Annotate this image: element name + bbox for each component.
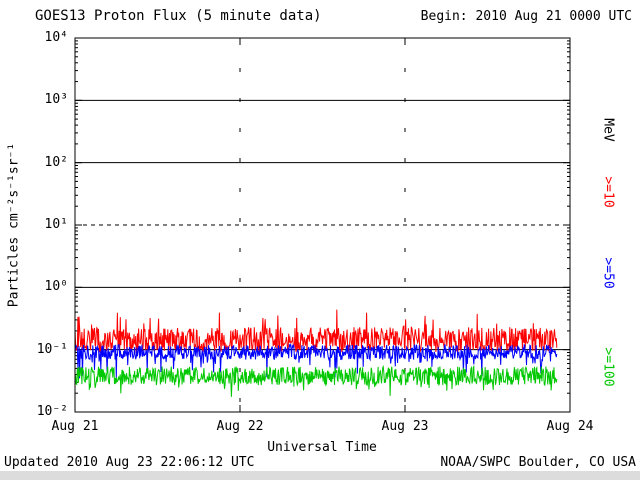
right-label-ge50: >=50 [600,257,616,289]
right-label-mev: MeV [600,118,616,142]
right-label-ge10: >=10 [600,176,616,208]
y-tick-label: 10⁴ [44,30,68,45]
window-chrome-strip [0,471,640,480]
right-label-ge100: >=100 [600,347,616,387]
x-tick-label: Aug 24 [546,419,594,434]
x-tick-label: Aug 21 [51,419,99,434]
x-tick-label: Aug 22 [216,419,264,434]
begin-timestamp: Begin: 2010 Aug 21 0000 UTC [420,9,632,24]
credit-text: NOAA/SWPC Boulder, CO USA [440,455,636,470]
chart-title: GOES13 Proton Flux (5 minute data) [35,8,322,24]
updated-timestamp: Updated 2010 Aug 23 22:06:12 UTC [4,455,255,470]
y-tick-label: 10⁻² [36,404,68,419]
x-axis-label: Universal Time [267,440,377,455]
y-tick-label: 10⁰ [44,279,68,294]
x-tick-label: Aug 23 [381,419,429,434]
y-tick-label: 10² [44,155,68,170]
y-tick-label: 10⁻¹ [36,342,68,357]
y-tick-label: 10¹ [44,217,68,232]
y-tick-label: 10³ [44,92,68,107]
